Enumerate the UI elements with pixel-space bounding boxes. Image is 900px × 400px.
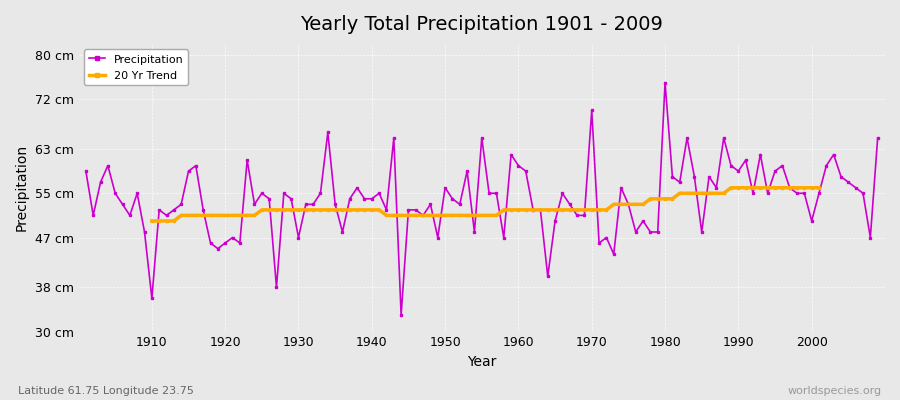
Precipitation bbox=[140, 230, 150, 234]
20 Yr Trend bbox=[301, 208, 311, 212]
Line: 20 Yr Trend: 20 Yr Trend bbox=[150, 186, 821, 222]
Title: Yearly Total Precipitation 1901 - 2009: Yearly Total Precipitation 1901 - 2009 bbox=[301, 15, 663, 34]
20 Yr Trend bbox=[345, 208, 356, 212]
Precipitation bbox=[80, 169, 91, 174]
Precipitation bbox=[520, 169, 531, 174]
Precipitation bbox=[608, 252, 619, 256]
Text: Latitude 61.75 Longitude 23.75: Latitude 61.75 Longitude 23.75 bbox=[18, 386, 194, 396]
Text: worldspecies.org: worldspecies.org bbox=[788, 386, 882, 396]
Precipitation bbox=[396, 312, 407, 317]
Precipitation bbox=[513, 163, 524, 168]
20 Yr Trend bbox=[513, 208, 524, 212]
Precipitation bbox=[872, 136, 883, 140]
Y-axis label: Precipitation: Precipitation bbox=[15, 144, 29, 231]
Precipitation bbox=[660, 80, 670, 85]
Legend: Precipitation, 20 Yr Trend: Precipitation, 20 Yr Trend bbox=[84, 50, 188, 86]
Precipitation bbox=[345, 196, 356, 201]
Line: Precipitation: Precipitation bbox=[85, 81, 879, 316]
X-axis label: Year: Year bbox=[467, 355, 497, 369]
20 Yr Trend bbox=[601, 208, 612, 212]
20 Yr Trend bbox=[506, 208, 517, 212]
Precipitation bbox=[301, 202, 311, 207]
